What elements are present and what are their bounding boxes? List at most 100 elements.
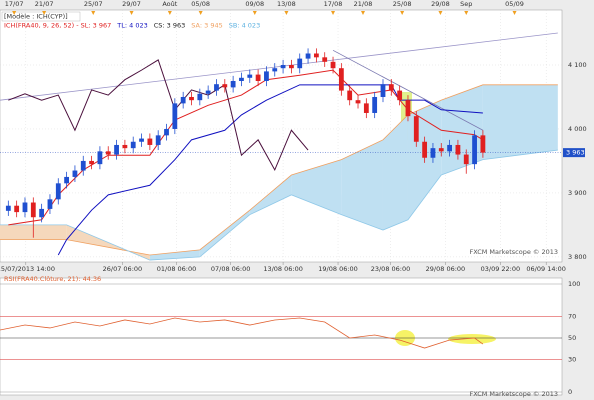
- span-a: [0, 84, 558, 256]
- x-tick-label: 15/07/2013 14:00: [0, 265, 55, 273]
- candle-body: [247, 74, 253, 78]
- date-marker: [361, 11, 366, 15]
- candle-body: [47, 199, 53, 209]
- candle-body: [455, 144, 461, 155]
- x-tick-label: 07/08 06:00: [211, 265, 251, 273]
- legend-entry: SA: 3 945: [191, 22, 222, 30]
- candle-body: [272, 68, 278, 72]
- candle-body: [222, 84, 228, 88]
- candle-body: [313, 53, 319, 58]
- candle-body: [239, 77, 244, 81]
- candle-body: [180, 96, 186, 104]
- watermark: FXCM Marketscope © 2013: [469, 248, 558, 256]
- top-date-label: 09/08: [245, 0, 264, 8]
- candle-body: [405, 100, 411, 117]
- candle-body: [197, 93, 203, 101]
- candle-body: [480, 135, 486, 153]
- x-tick-label: 01/08 06:00: [157, 265, 197, 273]
- x-tick-label: 23/08 06:00: [371, 265, 411, 273]
- candle-body: [189, 96, 194, 101]
- rsi-tick-label: 50: [568, 334, 576, 342]
- candle-body: [380, 84, 386, 97]
- candle-body: [463, 154, 469, 165]
- candle-body: [64, 176, 70, 184]
- legend-entry: ICH(FRA40, 9, 26, 52) - SL: 3 967: [4, 22, 111, 30]
- cloud-fill: [382, 114, 408, 231]
- rsi-plot: [0, 283, 562, 393]
- date-marker: [42, 11, 47, 15]
- x-tick-label: 29/08 06:00: [426, 265, 466, 273]
- date-marker: [252, 11, 257, 15]
- top-date-label: 13/08: [277, 0, 296, 8]
- cloud-fill: [291, 159, 342, 215]
- date-marker: [464, 11, 469, 15]
- candle-body: [147, 138, 153, 145]
- candle-body: [172, 103, 178, 129]
- cloud-fill: [199, 210, 250, 257]
- top-date-label: Sep: [460, 0, 472, 8]
- candle-body: [355, 100, 361, 104]
- candle-body: [214, 84, 219, 91]
- date-marker: [284, 11, 289, 15]
- indicator-line: [8, 69, 484, 226]
- main-plot: [0, 10, 562, 262]
- candle-body: [130, 141, 136, 149]
- rsi-title: RSI(FRA40.Clôture, 21): 44.36: [4, 275, 101, 283]
- model-label: [Modèle : ICH(CYP)]: [4, 13, 68, 21]
- candle-body: [305, 53, 311, 59]
- y-tick-label: 3 800: [568, 253, 587, 261]
- top-date-label: 17/07: [5, 0, 24, 8]
- model-box: [1, 11, 81, 22]
- date-marker: [512, 11, 517, 15]
- top-date-label: 25/07: [84, 0, 103, 8]
- candle-body: [338, 68, 344, 91]
- candle-body: [388, 84, 394, 91]
- candle-body: [5, 205, 11, 211]
- candle-body: [413, 116, 419, 142]
- candle-body: [30, 202, 36, 218]
- candle-body: [55, 183, 61, 200]
- top-date-label: 05/08: [191, 0, 210, 8]
- top-date-label: Août: [162, 0, 177, 8]
- candle-body: [438, 148, 444, 152]
- rsi-tick-label: 100: [568, 280, 580, 288]
- indicator-line: [8, 59, 309, 172]
- top-date-label: 21/08: [354, 0, 373, 8]
- date-marker: [400, 11, 405, 15]
- rsi-tick-label: 0: [568, 388, 572, 396]
- candle-body: [155, 135, 161, 145]
- date-marker: [331, 11, 336, 15]
- rsi-tick-label: 30: [568, 356, 576, 364]
- x-tick-label: 13/08 06:00: [263, 265, 303, 273]
- candle-body: [72, 170, 78, 177]
- y-tick-label: 4 000: [568, 125, 587, 133]
- candle-body: [22, 202, 28, 213]
- legend-entry: CS: 3 963: [154, 22, 186, 30]
- candle-body: [422, 141, 428, 158]
- candle-body: [264, 71, 269, 81]
- top-date-label: 05/09: [505, 0, 524, 8]
- candle-body: [363, 103, 369, 113]
- candle-body: [89, 160, 94, 165]
- y-tick-label: 3 900: [568, 189, 587, 197]
- candle-body: [397, 90, 403, 101]
- rsi-line: [0, 317, 484, 349]
- candle-body: [289, 65, 294, 69]
- candle-body: [114, 144, 119, 155]
- legend-entry: SB: 4 023: [229, 22, 260, 30]
- candle-body: [139, 138, 144, 142]
- last-price-box: [563, 148, 585, 158]
- x-tick-label: 19/08 06:00: [318, 265, 358, 273]
- x-tick-label: 26/07 06:00: [103, 265, 143, 273]
- legend-entry: TL: 4 023: [116, 22, 147, 30]
- top-date-label: 25/08: [393, 0, 412, 8]
- candle-body: [255, 74, 261, 81]
- top-date-label: 29/08: [431, 0, 450, 8]
- last-price-label: 3 963: [566, 149, 585, 157]
- candle-body: [447, 144, 452, 152]
- x-tick-label: 06/09 14:00: [526, 265, 566, 273]
- x-tick-label: 03/09 22:00: [481, 265, 521, 273]
- rsi-tick-label: 70: [568, 312, 576, 320]
- date-marker: [167, 11, 172, 15]
